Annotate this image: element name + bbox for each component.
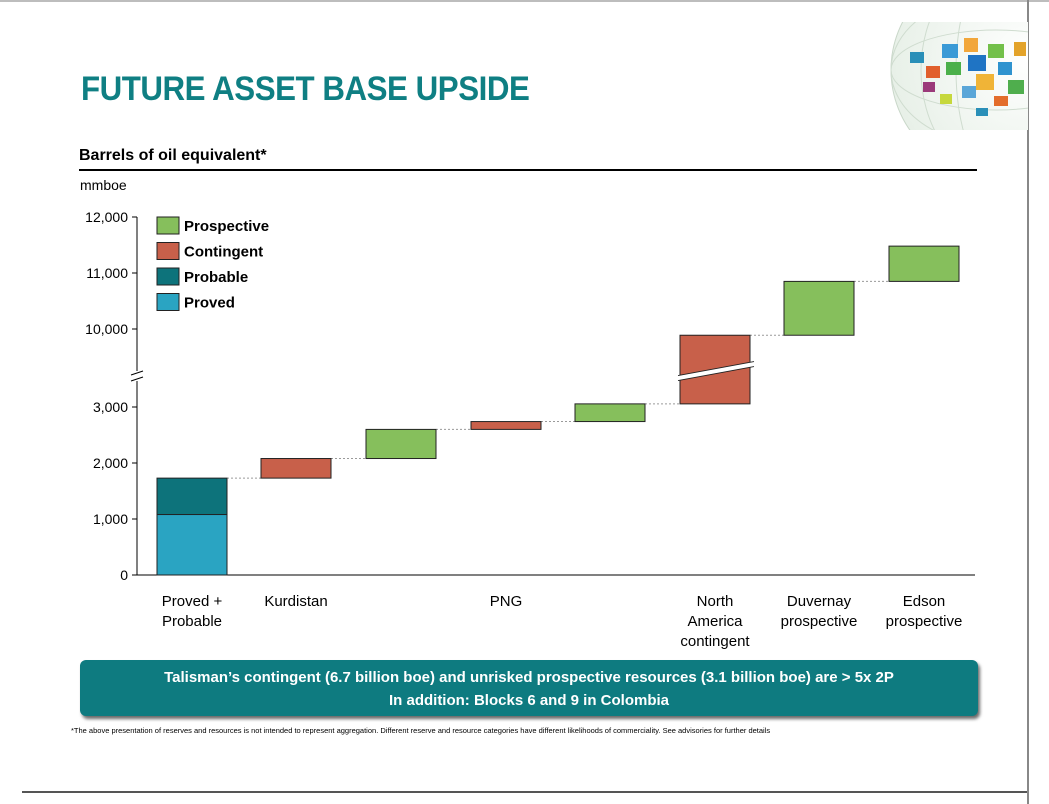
x-category-label: Edson xyxy=(903,593,946,610)
page-top-rule xyxy=(0,0,1049,2)
waterfall-chart: 0 1,000 2,000 3,000 10,000 11,000 12,000 Prospe… xyxy=(85,209,975,650)
y-unit-label: mmboe xyxy=(80,177,127,193)
legend-label: Proved xyxy=(184,295,235,312)
bar-break-edge xyxy=(677,366,755,382)
page-right-rule xyxy=(1027,0,1029,804)
legend-label: Probable xyxy=(184,269,248,286)
y-tick-label: 12,000 xyxy=(85,209,128,225)
x-category-label: Probable xyxy=(162,613,222,630)
x-category-label: prospective xyxy=(886,613,963,630)
y-tick-label: 2,000 xyxy=(93,455,128,471)
x-category-label: America xyxy=(687,613,743,630)
bar-contingent xyxy=(260,458,332,479)
bar-break-gap xyxy=(678,361,754,381)
globe-logo-icon xyxy=(890,22,1028,130)
x-category-label: Kurdistan xyxy=(264,593,327,610)
axis-break-mark xyxy=(130,370,144,376)
page-title: FUTURE ASSET BASE UPSIDE xyxy=(81,70,530,108)
y-tick-label: 0 xyxy=(120,567,128,583)
y-tick-label: 3,000 xyxy=(93,399,128,415)
banner-line-2: In addition: Blocks 6 and 9 in Colombia xyxy=(388,692,670,709)
bar-probable xyxy=(156,477,228,516)
legend-label: Contingent xyxy=(184,244,263,261)
x-category-label: Duvernay xyxy=(787,593,852,610)
bar-contingent xyxy=(470,421,542,430)
legend-swatch xyxy=(156,242,180,260)
bar-proved xyxy=(156,514,228,576)
x-category-label: PNG xyxy=(490,593,523,610)
bar-prospective xyxy=(574,403,646,423)
legend-swatch xyxy=(156,216,180,235)
legend-label: Prospective xyxy=(184,218,269,235)
bar-prospective xyxy=(783,280,855,336)
banner-line-1: Talisman’s contingent (6.7 billion boe) … xyxy=(164,669,894,686)
x-category-label: Proved + xyxy=(162,593,223,610)
bar-prospective xyxy=(365,428,437,460)
subtitle-rule xyxy=(79,169,977,171)
x-category-label: North xyxy=(697,593,734,610)
chart-subtitle: Barrels of oil equivalent* xyxy=(79,147,267,164)
y-tick-label: 11,000 xyxy=(86,265,128,281)
legend-swatch xyxy=(156,267,180,286)
footnote: *The above presentation of reserves and … xyxy=(71,726,771,735)
y-tick-label: 1,000 xyxy=(93,511,128,527)
bar-prospective xyxy=(888,245,960,282)
y-tick-label: 10,000 xyxy=(85,321,128,337)
bar-break-edge xyxy=(677,361,755,377)
x-category-label: prospective xyxy=(781,613,858,630)
legend-swatch xyxy=(156,293,180,311)
page-bottom-rule xyxy=(22,791,1027,793)
summary-banner: Talisman’s contingent (6.7 billion boe) … xyxy=(80,660,978,716)
axis-break-mark xyxy=(130,376,144,382)
x-category-label: contingent xyxy=(680,633,750,650)
